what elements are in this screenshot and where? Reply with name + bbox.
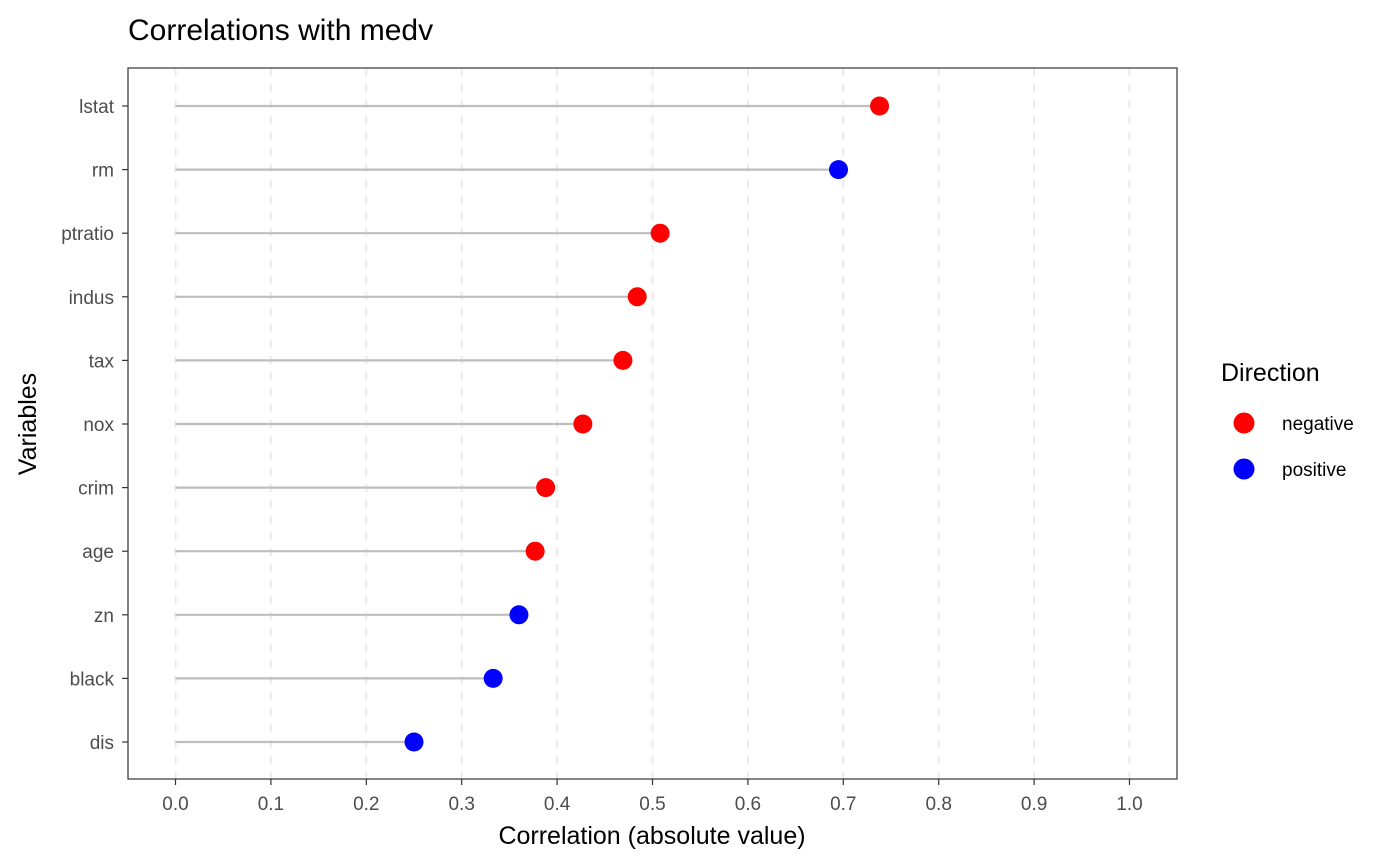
y-axis-title: Variables — [14, 373, 42, 475]
y-tick-label: indus — [69, 288, 114, 309]
point-dis — [404, 732, 424, 752]
x-tick-label: 0.6 — [735, 794, 761, 815]
y-tick-label: black — [70, 669, 115, 690]
point-tax — [613, 350, 633, 370]
point-age — [525, 541, 545, 561]
x-axis-title: Correlation (absolute value) — [498, 822, 805, 850]
x-tick-label: 0.2 — [353, 794, 379, 815]
legend: Direction negative positive — [1221, 359, 1354, 481]
y-tick-label: dis — [90, 733, 114, 754]
x-tick-label: 0.1 — [258, 794, 284, 815]
x-tick-label: 0.4 — [544, 794, 571, 815]
y-tick-label: lstat — [79, 97, 115, 118]
points — [404, 96, 890, 752]
point-ptratio — [650, 223, 670, 243]
legend-label-positive: positive — [1282, 460, 1346, 481]
point-rm — [829, 160, 849, 180]
x-tick-label: 0.7 — [830, 794, 856, 815]
x-tick-label: 0.8 — [925, 794, 951, 815]
point-lstat — [870, 96, 890, 116]
y-axis-ticks: lstat rm ptratio indus tax nox crim age zn black d… — [61, 97, 128, 754]
point-nox — [573, 414, 593, 434]
point-black — [483, 668, 503, 688]
point-zn — [509, 605, 529, 625]
y-tick-label: age — [82, 542, 114, 563]
y-tick-label: zn — [94, 606, 114, 627]
x-axis-ticks: 0.0 0.1 0.2 0.3 0.4 0.5 0.6 0.7 0.8 0.9 1.0 — [162, 779, 1143, 815]
x-tick-label: 1.0 — [1116, 794, 1142, 815]
y-tick-label: nox — [83, 415, 114, 436]
y-tick-label: ptratio — [61, 224, 114, 245]
x-tick-label: 0.3 — [448, 794, 474, 815]
chart-title: Correlations with medv — [128, 14, 433, 47]
y-tick-label: rm — [92, 161, 114, 182]
x-tick-label: 0.5 — [639, 794, 665, 815]
legend-key-positive — [1233, 458, 1255, 480]
y-tick-label: tax — [89, 351, 115, 372]
legend-label-negative: negative — [1282, 414, 1354, 435]
x-tick-label: 0.9 — [1021, 794, 1047, 815]
point-indus — [627, 287, 647, 307]
legend-title: Direction — [1221, 359, 1320, 387]
stems — [175, 104, 880, 744]
x-tick-label: 0.0 — [162, 794, 188, 815]
y-tick-label: crim — [78, 479, 114, 500]
legend-key-negative — [1233, 412, 1255, 434]
point-crim — [536, 478, 556, 498]
